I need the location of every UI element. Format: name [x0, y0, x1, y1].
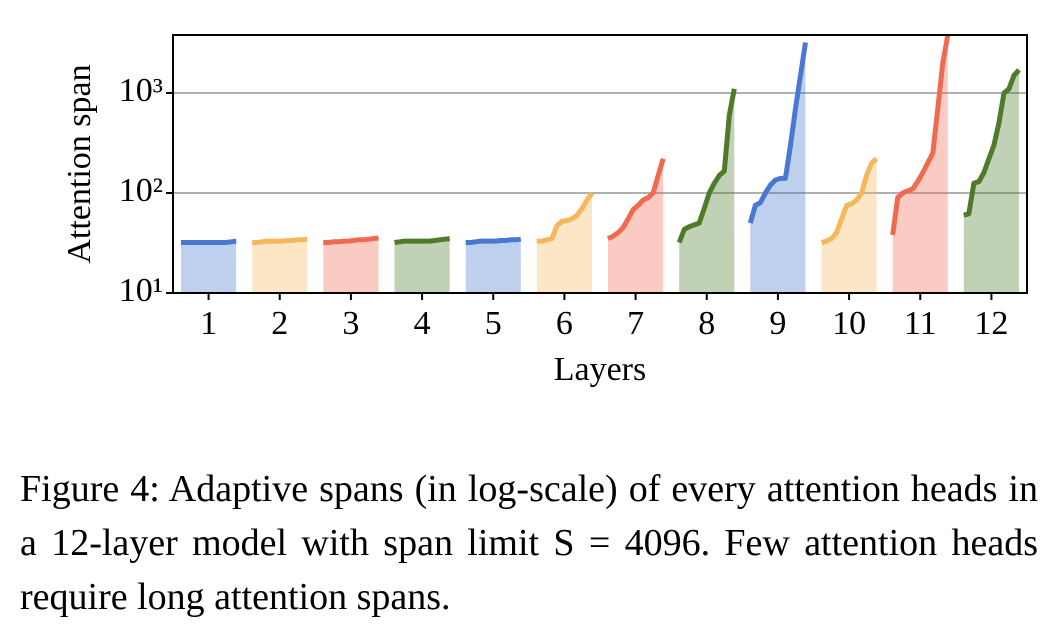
area: [892, 35, 948, 293]
y-tick-label: 10³: [119, 72, 163, 109]
area: [323, 238, 379, 293]
y-tick-label: 10¹: [119, 272, 163, 309]
x-tick-label: 1: [200, 305, 217, 342]
line: [181, 238, 237, 245]
area: [963, 69, 1019, 294]
area: [821, 158, 877, 293]
x-tick-label: 11: [904, 305, 937, 342]
x-tick-label: 2: [271, 305, 288, 342]
line: [536, 191, 595, 244]
area: [750, 42, 806, 293]
plot-frame: [172, 34, 1028, 294]
x-axis-label: Layers: [554, 351, 647, 388]
line: [820, 156, 879, 245]
line: [323, 235, 379, 245]
x-tick-label: 4: [414, 305, 431, 342]
line: [394, 236, 450, 245]
area: [679, 88, 735, 293]
line: [963, 68, 1021, 218]
area: [536, 193, 592, 293]
x-tick-label: 10: [832, 305, 866, 342]
y-axis-label: Attention span: [61, 64, 98, 263]
caption: Figure 4: Adaptive spans (in log-scale) …: [20, 468, 1038, 618]
line: [252, 236, 308, 245]
area: [465, 239, 521, 293]
x-tick-label: 12: [974, 305, 1008, 342]
x-tick-label: 5: [485, 305, 502, 342]
line: [465, 236, 522, 245]
area: [608, 158, 664, 293]
x-tick-label: 7: [627, 305, 644, 342]
line: [606, 157, 666, 241]
x-tick-label: 6: [556, 305, 573, 342]
x-tick-label: 8: [698, 305, 715, 342]
y-tick-label: 10²: [119, 172, 163, 209]
area: [394, 238, 450, 293]
line: [747, 42, 808, 224]
area: [252, 239, 308, 293]
line: [890, 34, 951, 236]
area: [181, 241, 237, 293]
x-tick-label: 3: [342, 305, 359, 342]
x-tick-label: 9: [769, 305, 786, 342]
line: [676, 88, 737, 244]
